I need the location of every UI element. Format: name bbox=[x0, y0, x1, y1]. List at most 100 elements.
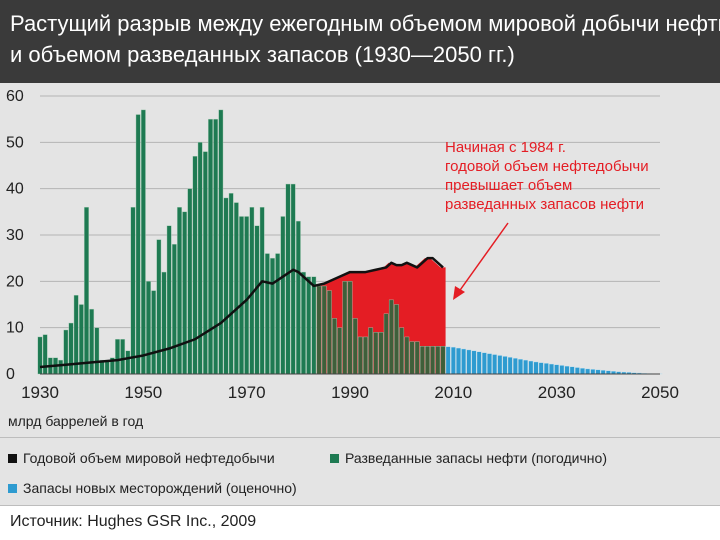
bar-discovery-1989 bbox=[342, 281, 348, 375]
y-tick-label-30: 30 bbox=[6, 227, 24, 244]
bar-discovery-1948 bbox=[130, 206, 136, 375]
bar-discovery-1936 bbox=[68, 322, 74, 375]
bar-discovery-2004 bbox=[419, 346, 425, 375]
bar-new-fields-2022 bbox=[512, 358, 518, 375]
bar-new-fields-2032 bbox=[564, 365, 570, 375]
bar-discovery-1987 bbox=[332, 318, 337, 375]
y-tick-label-50: 50 bbox=[6, 134, 24, 151]
bar-discovery-1947 bbox=[125, 350, 131, 375]
annotation-text: Начиная с 1984 г. годовой объем нефтедоб… bbox=[445, 138, 675, 214]
bar-new-fields-2014 bbox=[471, 350, 477, 375]
legend-item-discoveries: Разведанные запасы нефти (погодично) bbox=[330, 450, 607, 466]
bar-new-fields-2033 bbox=[569, 366, 575, 375]
bar-new-fields-2009 bbox=[445, 346, 451, 375]
annotation-line-3: превышает объем bbox=[445, 177, 573, 194]
bar-discovery-1934 bbox=[58, 359, 64, 375]
bar-discovery-2005 bbox=[425, 346, 430, 375]
bar-discovery-1993 bbox=[363, 336, 368, 375]
bar-discovery-1968 bbox=[233, 202, 239, 375]
legend-label-production: Годовой объем мировой нефтедобычи bbox=[23, 450, 275, 466]
bar-discovery-1965 bbox=[218, 109, 224, 375]
bar-discovery-1999 bbox=[394, 304, 399, 375]
bar-discovery-1972 bbox=[254, 225, 260, 375]
bar-discovery-1954 bbox=[161, 271, 167, 375]
x-tick-label-1930: 1930 bbox=[21, 383, 59, 402]
production-line bbox=[39, 256, 444, 369]
x-tick-label-2050: 2050 bbox=[641, 383, 679, 402]
legend-item-new-fields: Запасы новых месторождений (оценочно) bbox=[8, 480, 297, 496]
bar-discovery-2000 bbox=[399, 327, 405, 375]
bar-discovery-2003 bbox=[414, 341, 420, 375]
bar-discovery-1962 bbox=[202, 151, 208, 375]
bar-new-fields-2038 bbox=[595, 369, 601, 375]
bar-discovery-1966 bbox=[223, 197, 229, 375]
bar-discovery-1931 bbox=[42, 334, 48, 375]
bar-new-fields-2021 bbox=[507, 357, 513, 375]
bar-discovery-1949 bbox=[135, 114, 141, 375]
bar-discovery-1964 bbox=[213, 118, 219, 375]
annotation-line-2: годовой объем нефтедобычи bbox=[445, 158, 649, 175]
legend: Годовой объем мировой нефтедобычи Развед… bbox=[0, 437, 720, 506]
bar-new-fields-2034 bbox=[574, 367, 580, 375]
bar-new-fields-2030 bbox=[554, 364, 560, 375]
bar-discovery-1951 bbox=[146, 281, 151, 375]
legend-item-production: Годовой объем мировой нефтедобычи bbox=[8, 450, 275, 466]
bar-new-fields-2039 bbox=[600, 370, 606, 375]
bar-discovery-1940 bbox=[89, 308, 95, 375]
bar-discovery-1969 bbox=[239, 216, 244, 375]
bar-discovery-1998 bbox=[388, 299, 394, 375]
bar-discovery-1953 bbox=[156, 239, 162, 375]
bar-new-fields-2037 bbox=[590, 369, 596, 375]
bar-discovery-1939 bbox=[84, 206, 89, 375]
bar-new-fields-2023 bbox=[518, 358, 523, 375]
bar-discovery-1986 bbox=[326, 290, 332, 375]
bar-discovery-1961 bbox=[197, 142, 203, 375]
annotation-line-4: разведанных запасов нефти bbox=[445, 196, 645, 213]
bar-discovery-1995 bbox=[373, 332, 379, 375]
bar-new-fields-2013 bbox=[466, 349, 472, 375]
y-axis-unit-label: млрд баррелей в год bbox=[8, 413, 144, 429]
annotation-arrow-line bbox=[457, 222, 509, 294]
chart-title: Растущий разрыв между ежегодным объемом … bbox=[0, 0, 720, 83]
bar-new-fields-2026 bbox=[533, 361, 539, 375]
bar-discovery-1991 bbox=[352, 318, 358, 375]
bar-discovery-1937 bbox=[73, 295, 79, 375]
bar-discovery-2007 bbox=[435, 346, 441, 375]
chart-title-line-2: и объемом разведанных запасов (1930—2050… bbox=[10, 42, 515, 67]
x-tick-label-1990: 1990 bbox=[331, 383, 369, 402]
bar-discovery-1952 bbox=[151, 290, 157, 375]
x-tick-label-2010: 2010 bbox=[434, 383, 472, 402]
bar-new-fields-2020 bbox=[502, 356, 508, 375]
bar-discovery-1977 bbox=[280, 216, 286, 375]
bar-discovery-1978 bbox=[285, 183, 291, 375]
bar-discovery-1967 bbox=[228, 193, 234, 375]
bar-discovery-1988 bbox=[337, 327, 343, 375]
bar-discovery-1984 bbox=[316, 285, 322, 375]
annotation-arrow-head bbox=[453, 286, 465, 300]
bar-new-fields-2025 bbox=[528, 360, 534, 375]
y-tick-label-20: 20 bbox=[6, 273, 24, 290]
bar-discovery-1982 bbox=[306, 276, 312, 375]
y-tick-label-10: 10 bbox=[6, 320, 24, 337]
bar-discovery-1970 bbox=[244, 216, 250, 375]
x-tick-label-2030: 2030 bbox=[538, 383, 576, 402]
bar-new-fields-2035 bbox=[580, 368, 585, 375]
source-note: Источник: Hughes GSR Inc., 2009 bbox=[0, 505, 720, 540]
bar-discovery-1994 bbox=[368, 327, 374, 375]
bar-discovery-1960 bbox=[192, 156, 198, 375]
bar-discovery-1946 bbox=[120, 339, 126, 375]
bar-new-fields-2016 bbox=[481, 352, 487, 375]
bar-discovery-1983 bbox=[311, 276, 317, 375]
annotation-line-1: Начиная с 1984 г. bbox=[445, 139, 566, 156]
chart-title-line-1: Растущий разрыв между ежегодным объемом … bbox=[10, 11, 720, 36]
bar-discovery-1996 bbox=[378, 332, 384, 375]
bar-discovery-1958 bbox=[182, 211, 188, 375]
legend-label-discoveries: Разведанные запасы нефти (погодично) bbox=[345, 450, 607, 466]
y-tick-label-0: 0 bbox=[6, 366, 15, 383]
y-tick-label-40: 40 bbox=[6, 181, 24, 198]
bar-discovery-1941 bbox=[94, 327, 100, 375]
legend-label-new-fields: Запасы новых месторождений (оценочно) bbox=[23, 480, 297, 496]
bar-new-fields-2017 bbox=[487, 353, 492, 375]
